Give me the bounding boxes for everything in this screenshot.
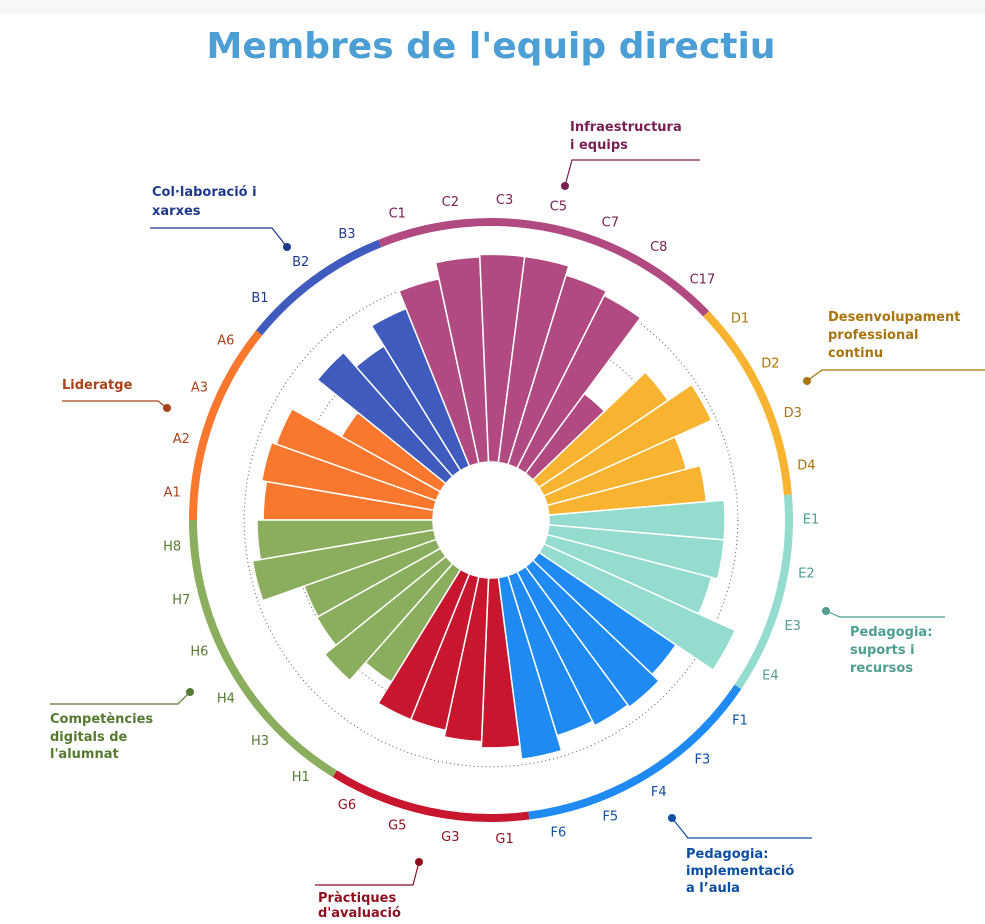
category-label: H7 [172,593,190,608]
leader-dot [822,607,830,615]
category-label: E2 [798,567,815,582]
group-label: Pràctiques [318,891,396,906]
leader-dot [186,688,194,696]
category-label: C5 [550,200,567,215]
group-label: i equips [570,138,628,153]
leader-dot [561,182,569,190]
leader-line [150,227,288,248]
category-label: B2 [292,255,309,270]
category-label: H3 [251,734,269,749]
group-ring [734,494,793,690]
group-label: l'alumnat [50,747,119,762]
group-label: Pedagogia: [850,625,932,640]
group-label: recursos [850,661,913,676]
category-label: B3 [338,227,355,242]
leader-line [806,369,985,382]
group-ring [189,330,263,521]
group-label: Infraestructura [570,120,682,135]
grid-circle [243,272,739,768]
category-label: E3 [784,619,801,634]
category-label: F1 [732,714,748,729]
category-label: D1 [731,311,749,326]
category-label: B1 [251,291,268,306]
group-label: Desenvolupament [828,310,960,325]
category-label: C17 [690,272,716,287]
category-label: F4 [651,785,667,800]
group-label: Competències [50,712,153,727]
group-ring [332,770,530,822]
category-label: H6 [190,644,208,659]
category-label: H1 [292,770,310,785]
group-label: Pedagogia: [686,847,768,862]
group-ring [528,684,742,820]
group-ring [189,519,337,778]
group-label: implementació [686,864,794,879]
category-label: G1 [495,832,513,847]
bar [256,519,435,561]
group-label: continu [828,346,883,361]
category-label: C2 [442,195,459,210]
category-label: G5 [388,818,406,833]
group-label: a l’aula [686,881,740,896]
category-label: D3 [784,406,802,421]
category-label: A3 [191,381,208,396]
chart-title: Membres de l'equip directiu [207,26,776,67]
leader-line [671,817,812,839]
group-label: Lideratge [62,378,133,393]
group-ring [703,311,792,496]
category-label: E4 [762,669,779,684]
leader-line [825,610,945,618]
category-label: G6 [338,798,356,813]
leader-dot [415,858,423,866]
leader-dot [163,404,171,412]
category-label: C8 [650,240,667,255]
category-label: F6 [551,825,567,840]
leader-line [50,691,191,705]
group-label: suports i [850,643,915,658]
category-label: C1 [389,207,406,222]
category-label: A2 [173,432,190,447]
leader-line [62,400,168,409]
category-label: C7 [602,216,619,231]
leader-dot [803,377,811,385]
category-label: G3 [441,830,459,845]
leader-dot [283,243,291,251]
group-label: d'avaluació [318,906,401,920]
leader-dot [668,814,676,822]
group-ring [378,218,710,317]
group-ring [256,239,382,336]
category-label: F3 [695,753,711,768]
category-label: C3 [496,193,513,208]
top-bar [0,0,985,14]
category-label: F5 [602,809,618,824]
category-label: H4 [217,692,235,707]
group-label: Col·laboració i [152,185,257,200]
group-label: digitals de [50,730,128,745]
category-label: H8 [163,540,181,555]
category-label: A6 [217,333,234,348]
group-label: xarxes [152,204,201,219]
group-label: professional [828,328,918,343]
category-label: D2 [761,356,779,371]
category-label: D4 [797,458,815,473]
category-label: A1 [164,485,181,500]
leader-line [315,861,420,886]
category-label: E1 [803,513,820,528]
leader-line [564,159,700,187]
